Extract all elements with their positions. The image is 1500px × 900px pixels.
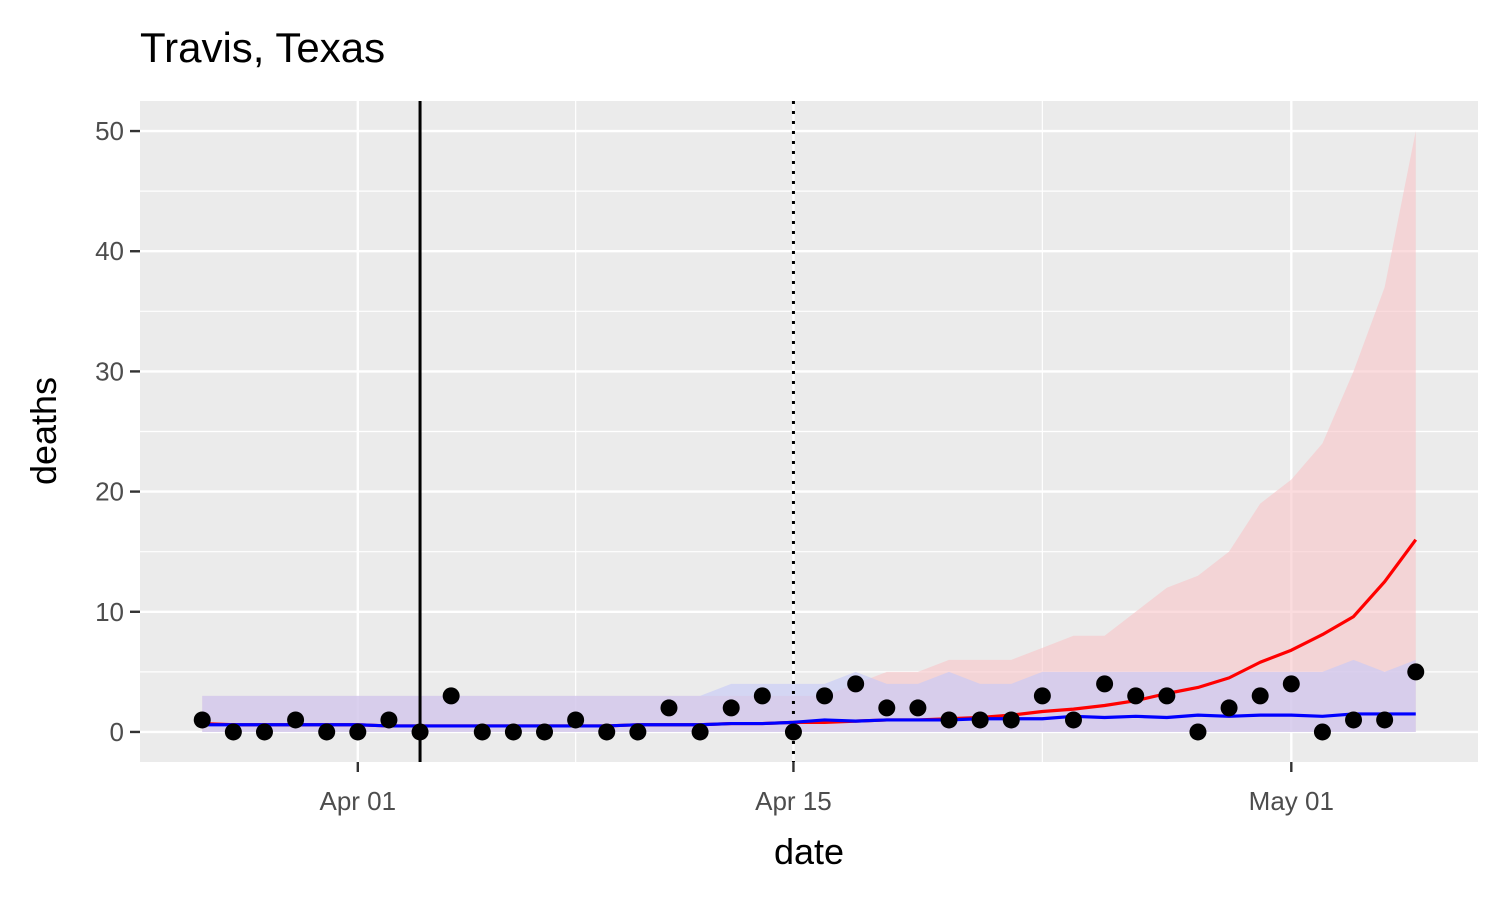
observed-point — [660, 699, 678, 717]
series-lines — [202, 538, 1418, 728]
observed-point — [1096, 675, 1114, 693]
x-tick-label: Apr 15 — [755, 786, 832, 816]
observed-point — [1407, 663, 1425, 681]
observed-point — [1345, 711, 1363, 729]
x-axis: Apr 01 Apr 15 May 01 — [320, 762, 1334, 816]
confidence-bands — [202, 131, 1416, 732]
y-tick-label: 10 — [95, 597, 124, 627]
x-axis-title: date — [774, 831, 844, 872]
observed-point — [940, 711, 958, 729]
y-axis-title: deaths — [23, 377, 64, 485]
observed-point — [473, 723, 491, 741]
observed-point — [442, 687, 460, 705]
observed-point — [1282, 675, 1300, 693]
observed-point — [784, 723, 802, 741]
observed-point — [1189, 723, 1207, 741]
reference-lines — [418, 101, 795, 762]
observed-point — [629, 723, 647, 741]
y-tick-label: 30 — [95, 356, 124, 386]
observed-point — [1127, 687, 1145, 705]
observed-point — [318, 723, 336, 741]
observed-point — [1251, 687, 1269, 705]
series-line-2 — [202, 712, 1416, 728]
observed-point — [411, 723, 429, 741]
observed-point — [722, 699, 740, 717]
observed-point — [1033, 687, 1051, 705]
observed-point — [753, 687, 771, 705]
observed-point — [1313, 723, 1331, 741]
observed-point — [380, 711, 398, 729]
observed-points — [193, 663, 1425, 741]
confidence-band-2 — [202, 659, 1416, 732]
observed-point — [193, 711, 211, 729]
observed-point — [1220, 699, 1238, 717]
observed-point — [598, 723, 616, 741]
observed-point — [1002, 711, 1020, 729]
x-tick-label: May 01 — [1249, 786, 1334, 816]
observed-point — [909, 699, 927, 717]
chart-title: Travis, Texas — [140, 24, 385, 71]
observed-point — [504, 723, 522, 741]
observed-point — [971, 711, 989, 729]
observed-point — [287, 711, 305, 729]
observed-point — [1376, 711, 1394, 729]
observed-point — [691, 723, 709, 741]
x-tick-label: Apr 01 — [320, 786, 397, 816]
observed-point — [1064, 711, 1082, 729]
y-tick-label: 20 — [95, 477, 124, 507]
observed-point — [816, 687, 834, 705]
observed-point — [536, 723, 554, 741]
observed-point — [255, 723, 273, 741]
observed-point — [878, 699, 896, 717]
observed-point — [567, 711, 585, 729]
y-tick-label: 50 — [95, 116, 124, 146]
y-tick-label: 0 — [110, 717, 124, 747]
observed-point — [847, 675, 865, 693]
y-axis: 0 10 20 30 40 50 — [95, 116, 140, 747]
observed-point — [349, 723, 367, 741]
observed-point — [224, 723, 242, 741]
y-tick-label: 40 — [95, 236, 124, 266]
observed-point — [1158, 687, 1176, 705]
